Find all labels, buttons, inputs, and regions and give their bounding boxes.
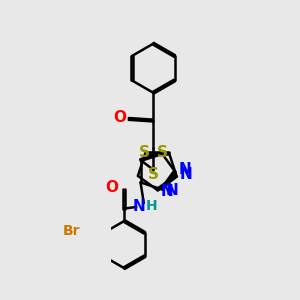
Text: H: H	[146, 199, 157, 213]
Text: Br: Br	[63, 224, 81, 238]
Text: S: S	[157, 145, 168, 160]
Text: N: N	[179, 162, 191, 177]
Text: N: N	[160, 184, 173, 199]
Text: S: S	[148, 167, 159, 182]
Text: N: N	[166, 183, 178, 198]
Text: N: N	[180, 167, 193, 182]
Text: O: O	[105, 180, 118, 195]
Text: O: O	[113, 110, 126, 125]
Text: S: S	[139, 145, 149, 160]
Text: N: N	[133, 200, 145, 214]
